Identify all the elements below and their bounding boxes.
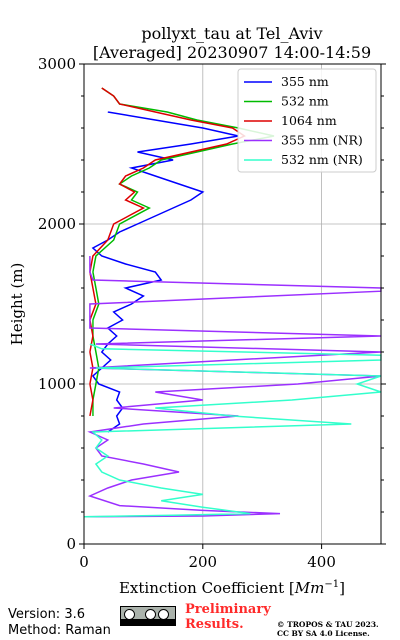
- series-line-532-nm-nr: [84, 344, 381, 517]
- y-tick-label: 3000: [38, 55, 76, 73]
- legend-label: 355 nm: [281, 74, 329, 89]
- chart: pollyxt_tau at Tel_Aviv [Averaged] 20230…: [8, 24, 386, 597]
- preliminary-line-1: Preliminary: [185, 602, 271, 617]
- series-line-1064-nm: [90, 88, 245, 416]
- y-axis-label: Height (m): [8, 263, 26, 346]
- x-axis-label-exponent: −1: [324, 579, 339, 590]
- x-tick-label: 200: [188, 553, 217, 571]
- x-tick-label: 400: [307, 553, 336, 571]
- series-line-355-nm: [93, 112, 239, 432]
- legend-box: [237, 68, 377, 173]
- copyright-notice: © TROPOS & TAU 2023. CC BY SA 4.0 Licens…: [277, 620, 379, 638]
- chart-subtitle: [Averaged] 20230907 14:00-14:59: [93, 43, 371, 62]
- y-tick-label: 0: [66, 535, 76, 553]
- y-tick-label: 1000: [38, 375, 76, 393]
- chart-title: pollyxt_tau at Tel_Aviv: [141, 24, 322, 43]
- x-axis-label-close: ]: [339, 579, 345, 597]
- cc-license-badge-icon: [120, 606, 176, 626]
- series-lines: [84, 88, 381, 517]
- legend-label: 355 nm (NR): [281, 133, 363, 148]
- copyright-line-1: © TROPOS & TAU 2023.: [277, 620, 379, 629]
- series-line-355-nm-nr: [84, 256, 381, 517]
- preliminary-line-2: Results.: [185, 617, 244, 632]
- legend-label: 532 nm: [281, 94, 329, 109]
- x-axis-label-unit: Mm: [294, 579, 325, 597]
- x-tick-label: 0: [79, 553, 89, 571]
- plot-frame: [83, 63, 382, 545]
- x-axis-label-text: Extinction Coefficient [: [119, 579, 295, 597]
- legend: 355 nm 532 nm 1064 nm 355 nm (NR) 532 nm (NR…: [237, 68, 377, 173]
- y-tick-label: 2000: [38, 215, 76, 233]
- legend-label: 532 nm (NR): [281, 152, 363, 167]
- x-axis-label: Extinction Coefficient [Mm−1]: [119, 579, 345, 597]
- copyright-line-2: CC BY SA 4.0 License.: [277, 629, 370, 638]
- method-text: Method: Raman: [8, 623, 111, 638]
- axis-ticks: 0 200 400 0 1000 2000 3000: [38, 55, 386, 571]
- legend-items: 355 nm 532 nm 1064 nm 355 nm (NR) 532 nm (NR…: [244, 74, 363, 167]
- version-text: Version: 3.6: [8, 607, 85, 622]
- legend-label: 1064 nm: [281, 113, 337, 128]
- preliminary-notice: Preliminary Results.: [185, 602, 271, 632]
- series-line-532-nm: [93, 88, 274, 416]
